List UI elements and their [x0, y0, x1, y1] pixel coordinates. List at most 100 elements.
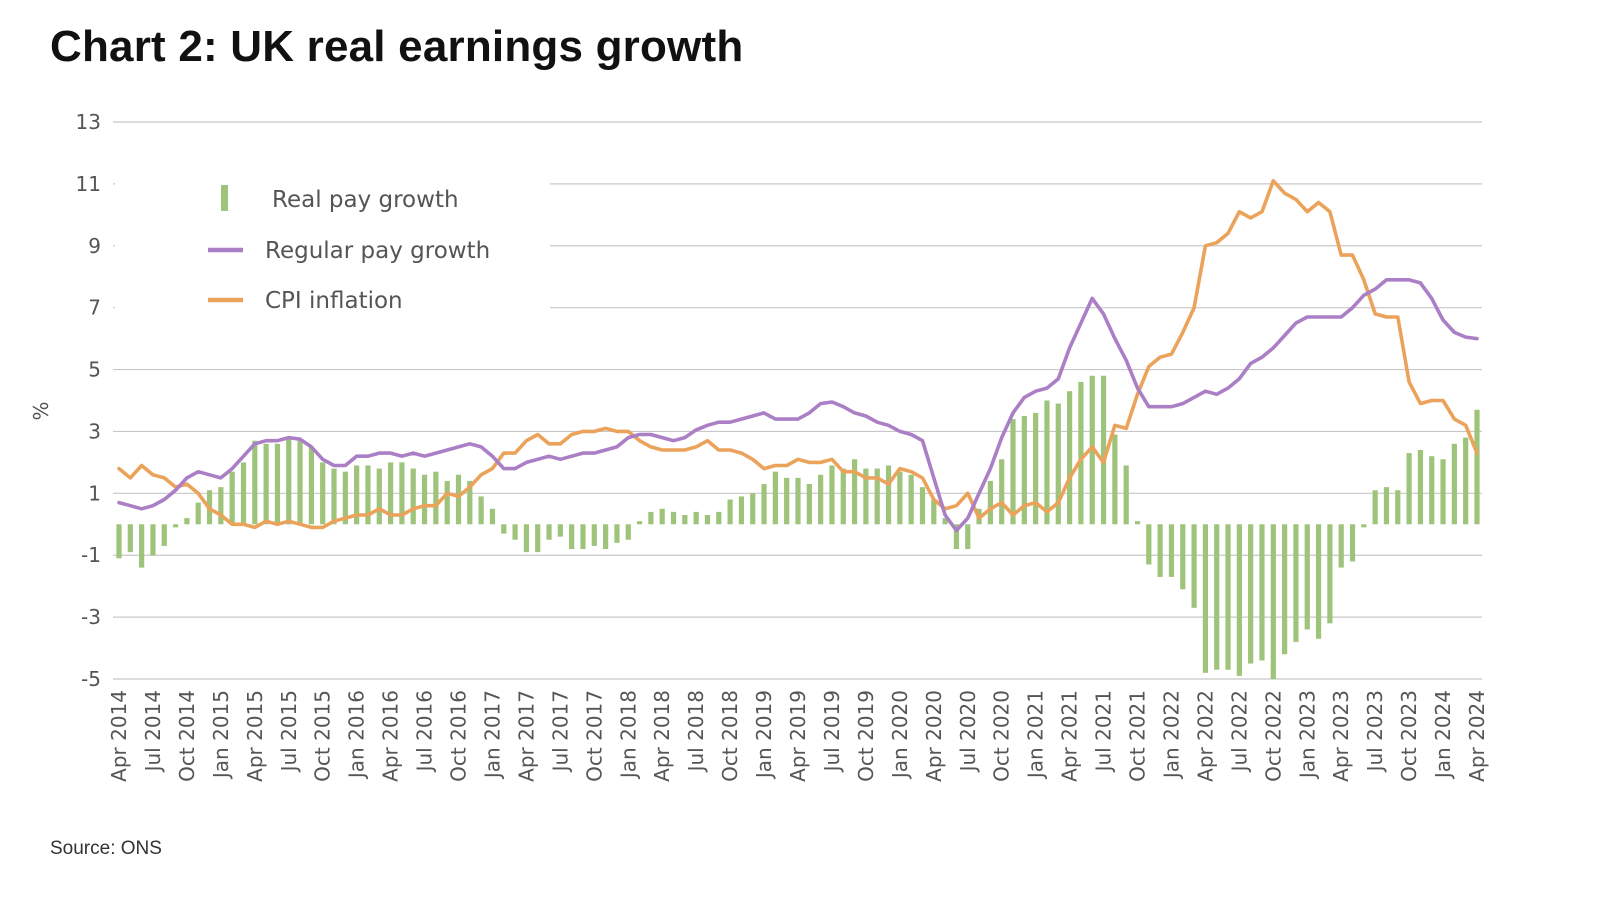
- real-pay-bar: [659, 508, 665, 525]
- real-pay-bar: [1168, 524, 1175, 577]
- x-tick-label: Oct 2016: [447, 690, 471, 782]
- real-pay-bar: [546, 524, 552, 540]
- real-pay-bar: [501, 524, 507, 534]
- real-pay-bar: [1270, 524, 1276, 679]
- real-pay-bar: [704, 514, 711, 525]
- x-tick-label: Jul 2015: [277, 690, 301, 773]
- x-tick-label: Apr 2019: [786, 690, 810, 782]
- real-pay-bar: [603, 524, 609, 550]
- real-pay-bar: [172, 524, 179, 528]
- real-pay-bar: [1451, 443, 1457, 525]
- x-tick-label: Oct 2023: [1397, 690, 1421, 782]
- y-tick-label: 7: [88, 296, 101, 320]
- x-tick-label: Jan 2023: [1295, 690, 1319, 780]
- real-pay-bar: [1033, 412, 1039, 525]
- real-pay-bar: [150, 524, 156, 556]
- x-tick-label: Oct 2020: [990, 690, 1014, 782]
- real-pay-bar: [1225, 524, 1231, 670]
- real-pay-bar: [1463, 437, 1469, 525]
- real-pay-bar: [1202, 524, 1208, 673]
- real-pay-bar: [127, 524, 133, 553]
- real-pay-bar: [1282, 524, 1288, 655]
- x-tick-label: Apr 2018: [650, 690, 674, 782]
- x-tick-label: Apr 2024: [1465, 690, 1489, 782]
- real-pay-bar: [1417, 450, 1424, 525]
- real-pay-bar: [693, 511, 699, 525]
- real-pay-bar: [908, 474, 914, 525]
- real-pay-bar: [1315, 524, 1322, 639]
- real-pay-bar: [829, 465, 835, 525]
- real-pay-bar: [931, 499, 937, 525]
- real-pay-bar: [1338, 524, 1344, 568]
- y-tick-label: 1: [88, 481, 101, 505]
- real-pay-bar: [116, 524, 122, 559]
- real-pay-bar: [1293, 524, 1299, 642]
- real-pay-bar: [161, 524, 167, 546]
- real-pay-bar: [1349, 524, 1356, 562]
- legend-label-real-pay: Real pay growth: [272, 187, 459, 213]
- real-pay-bar: [455, 474, 462, 525]
- real-pay-bar: [399, 462, 405, 525]
- x-tick-label: Jan 2019: [752, 690, 776, 780]
- x-tick-label: Jul 2016: [413, 690, 437, 773]
- real-pay-bar: [478, 496, 484, 525]
- real-pay-bar: [433, 471, 439, 525]
- real-pay-bar: [1236, 524, 1242, 676]
- real-pay-bar: [761, 484, 767, 525]
- real-pay-bar: [1044, 400, 1050, 525]
- x-tick-label: Apr 2017: [514, 690, 538, 782]
- legend-marker-real-pay: [221, 185, 228, 211]
- x-tick-label: Jan 2015: [209, 690, 233, 780]
- x-tick-label: Apr 2023: [1329, 690, 1353, 782]
- y-axis-ticks: 13 11 9 7 5 3 1 -1 -3 -5: [76, 110, 101, 691]
- x-tick-label: Jul 2017: [548, 690, 572, 773]
- x-tick-label: Jul 2018: [684, 690, 708, 773]
- real-pay-bar: [625, 524, 631, 540]
- x-tick-label: Jan 2022: [1159, 690, 1183, 780]
- x-tick-label: Oct 2014: [175, 690, 199, 782]
- real-pay-bar: [851, 459, 858, 525]
- real-pay-bar: [965, 524, 971, 550]
- y-tick-label: 13: [76, 110, 101, 134]
- real-pay-bar: [467, 480, 473, 525]
- real-pay-bar: [1123, 465, 1129, 525]
- x-tick-label: Jul 2022: [1227, 690, 1251, 773]
- real-pay-bar: [240, 462, 247, 525]
- real-pay-bar: [274, 443, 281, 525]
- real-pay-bar: [1112, 434, 1118, 525]
- real-pay-bar: [840, 468, 846, 525]
- real-pay-bar: [229, 471, 235, 525]
- x-tick-label: Oct 2018: [718, 690, 742, 782]
- x-tick-label: Jan 2017: [480, 690, 504, 780]
- real-pay-bar: [252, 440, 258, 525]
- x-tick-label: Oct 2019: [854, 690, 878, 782]
- real-pay-bar: [1078, 381, 1084, 525]
- real-pay-bar: [195, 502, 201, 525]
- y-axis-label: %: [29, 401, 53, 420]
- real-pay-bar: [1214, 524, 1220, 670]
- real-pay-bar: [1361, 524, 1367, 528]
- x-tick-label: Jul 2020: [956, 690, 980, 773]
- real-pay-bar: [1089, 375, 1095, 525]
- real-pay-bar: [919, 487, 926, 525]
- x-tick-label: Apr 2014: [107, 690, 131, 782]
- series-lines: [117, 179, 1479, 533]
- legend: Real pay growth Regular pay growth CPI i…: [115, 150, 550, 330]
- y-tick-label: -1: [81, 543, 101, 567]
- x-tick-label: Apr 2016: [379, 690, 403, 782]
- real-pay-bar: [795, 477, 801, 525]
- real-pay-bar: [670, 511, 677, 525]
- legend-label-regular-pay: Regular pay growth: [265, 238, 490, 264]
- y-tick-label: 9: [88, 234, 101, 258]
- real-pay-bar: [376, 468, 382, 525]
- real-pay-bar: [580, 524, 586, 550]
- real-pay-bar: [636, 521, 643, 525]
- real-pay-bar: [750, 493, 756, 525]
- real-pay-bar: [1055, 403, 1061, 525]
- real-pay-bar: [1248, 524, 1254, 664]
- real-pay-bar: [308, 446, 314, 525]
- x-tick-label: Apr 2020: [922, 690, 946, 782]
- real-pay-bar: [1327, 524, 1333, 624]
- real-pay-bar: [1100, 375, 1107, 525]
